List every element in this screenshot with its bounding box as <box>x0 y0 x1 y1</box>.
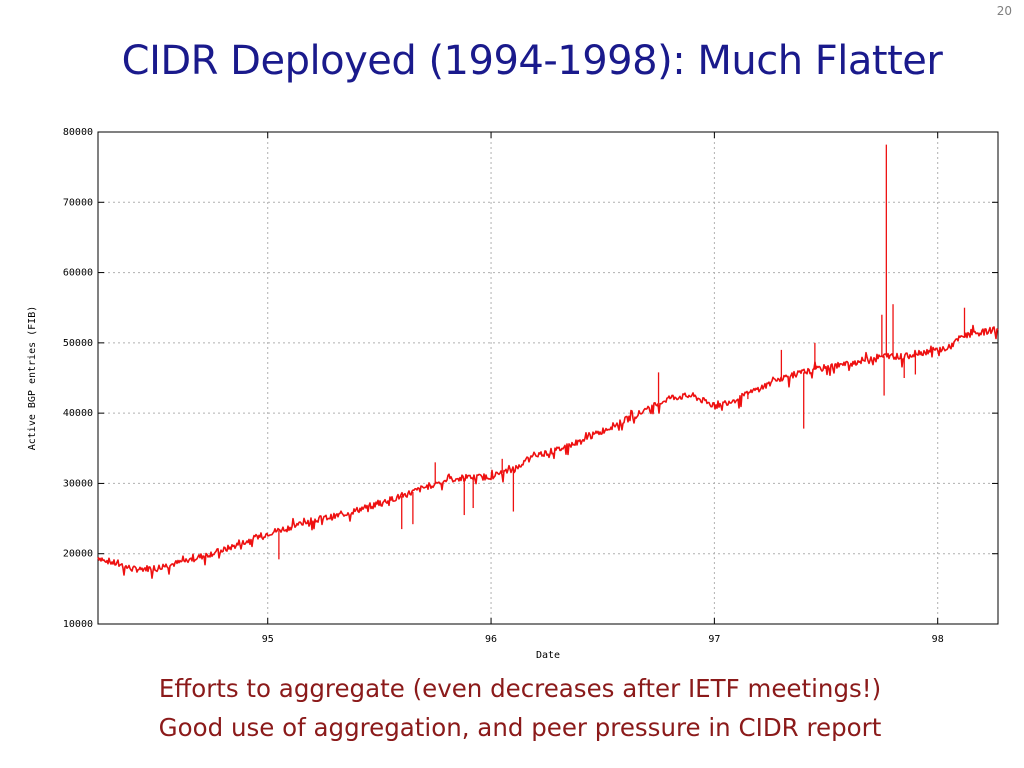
grid <box>98 131 998 625</box>
y-axis-label: Active BGP entries (FIB) <box>27 306 38 451</box>
y-tick-label: 30000 <box>63 478 93 489</box>
x-tick-label: 98 <box>932 634 944 645</box>
plot-background <box>97 131 999 625</box>
y-tick-label: 60000 <box>63 268 93 279</box>
y-tick-label: 70000 <box>63 197 93 208</box>
slide-number: 20 <box>996 4 1012 18</box>
x-axis-label: Date <box>536 650 560 661</box>
y-tick-label: 10000 <box>63 619 93 630</box>
series-layer <box>97 144 999 579</box>
bgp-entries-chart: 10000 20000 30000 40000 50000 60000 70000 80000… <box>27 127 999 661</box>
y-tick-label: 80000 <box>63 127 93 138</box>
y-tick-label: 40000 <box>63 408 93 419</box>
x-tick-label: 96 <box>485 634 497 645</box>
x-tick-label: 97 <box>708 634 720 645</box>
x-tick-labels: 95 96 97 98 <box>262 634 944 645</box>
caption-line-2: Good use of aggregation, and peer pressu… <box>158 713 882 742</box>
slide-title: CIDR Deployed (1994-1998): Much Flatter <box>121 38 943 84</box>
y-tick-labels: 10000 20000 30000 40000 50000 60000 70000 80000 <box>63 127 93 630</box>
caption-line-1: Efforts to aggregate (even decreases aft… <box>158 674 882 703</box>
y-tick-label: 20000 <box>63 549 93 560</box>
y-tick-label: 50000 <box>63 338 93 349</box>
series-line <box>97 324 999 579</box>
x-tick-label: 95 <box>262 634 274 645</box>
